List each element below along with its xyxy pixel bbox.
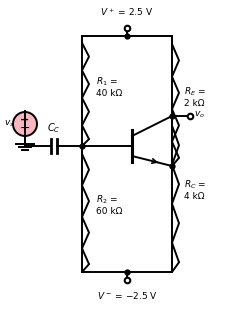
Text: $R_C$ =
4 kΩ: $R_C$ = 4 kΩ xyxy=(183,179,205,202)
Text: $v_s$: $v_s$ xyxy=(4,119,14,129)
Text: $R_1$ =
40 kΩ: $R_1$ = 40 kΩ xyxy=(96,76,122,99)
Text: $V^+$ = 2.5 V: $V^+$ = 2.5 V xyxy=(100,6,153,18)
Text: $V^-$ = −2.5 V: $V^-$ = −2.5 V xyxy=(96,290,157,301)
Text: $R_2$ =
60 kΩ: $R_2$ = 60 kΩ xyxy=(96,193,122,216)
Text: +: + xyxy=(20,115,29,125)
Circle shape xyxy=(13,112,37,136)
Text: $C_C$: $C_C$ xyxy=(47,121,61,135)
Text: −: − xyxy=(20,122,30,134)
Text: $v_o$: $v_o$ xyxy=(193,110,204,120)
Text: $R_E$ =
2 kΩ: $R_E$ = 2 kΩ xyxy=(183,85,205,108)
